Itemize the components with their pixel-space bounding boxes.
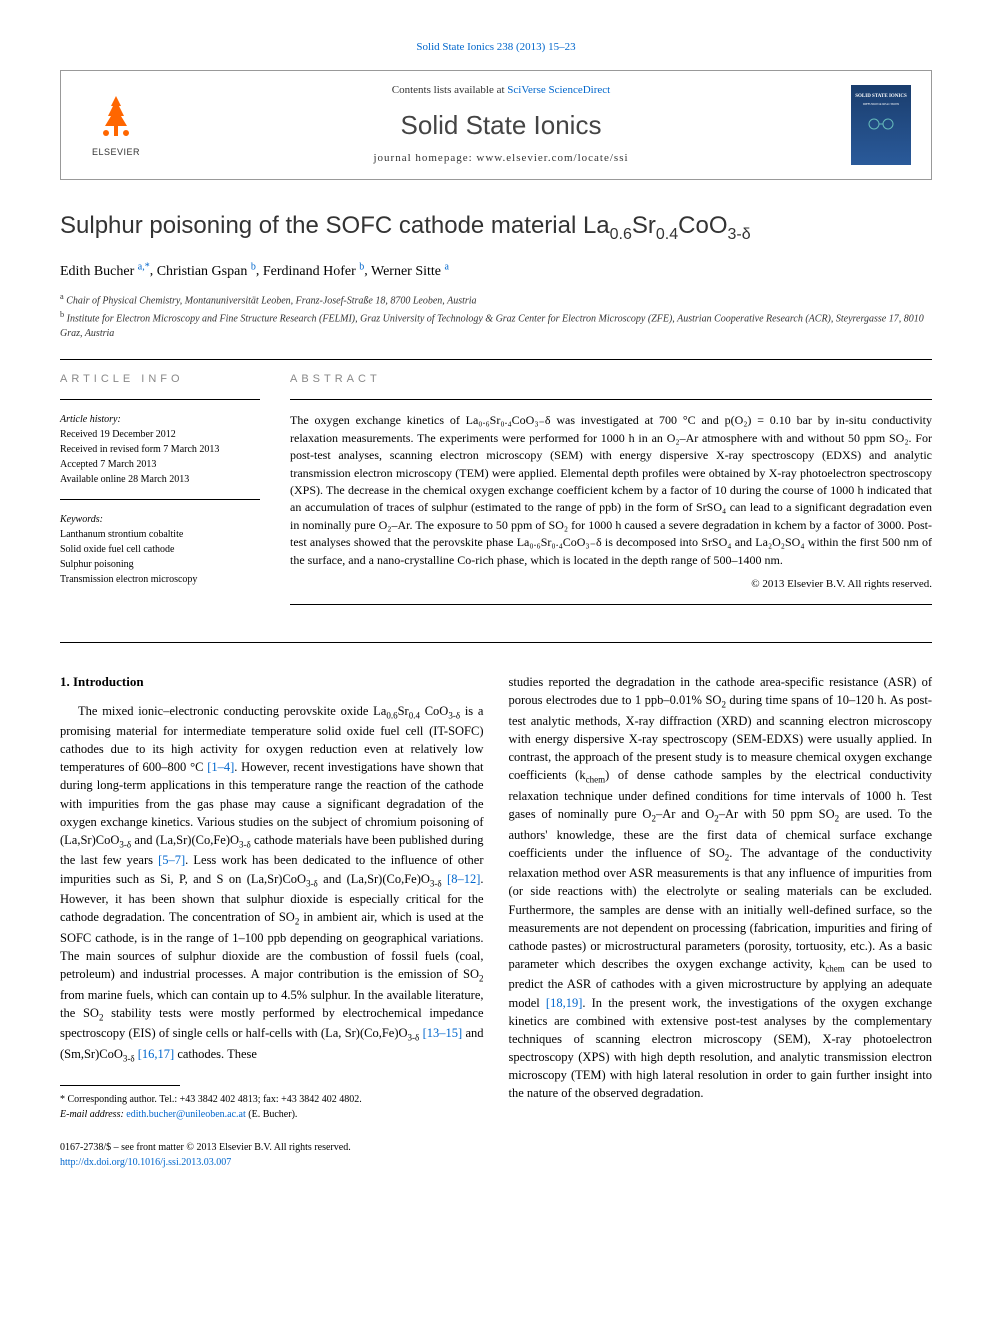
elsevier-logo[interactable]: ELSEVIER	[81, 85, 151, 165]
journal-cover-thumbnail[interactable]: SOLID STATE IONICS DIFFUSION & REACTIONS	[851, 85, 911, 165]
history-item: Accepted 7 March 2013	[60, 457, 260, 472]
info-abstract-row: ARTICLE INFO Article history: Received 1…	[60, 372, 932, 617]
email-link[interactable]: edith.bucher@unileoben.ac.at	[126, 1109, 245, 1120]
email-author: (E. Bucher).	[246, 1109, 298, 1120]
doi-link[interactable]: http://dx.doi.org/10.1016/j.ssi.2013.03.…	[60, 1157, 231, 1168]
authors-line: Edith Bucher a,*, Christian Gspan b, Fer…	[60, 260, 932, 281]
corresponding-marker[interactable]: *	[145, 261, 150, 272]
abstract-copyright: © 2013 Elsevier B.V. All rights reserved…	[290, 577, 932, 592]
header-center: Contents lists available at SciVerse Sci…	[151, 83, 851, 166]
top-citation[interactable]: Solid State Ionics 238 (2013) 15–23	[60, 40, 932, 55]
keyword: Sulphur poisoning	[60, 557, 260, 572]
journal-header: ELSEVIER Contents lists available at Sci…	[60, 70, 932, 179]
corresponding-author-note: * Corresponding author. Tel.: +43 3842 4…	[60, 1092, 484, 1107]
affiliation-item: a Chair of Physical Chemistry, Montanuni…	[60, 291, 932, 308]
divider	[60, 642, 932, 643]
journal-homepage: journal homepage: www.elsevier.com/locat…	[151, 151, 851, 166]
affiliation-marker[interactable]: a,	[138, 261, 145, 272]
author[interactable]: Edith Bucher a,*	[60, 264, 150, 279]
abstract-heading: ABSTRACT	[290, 372, 932, 387]
keyword: Lanthanum strontium cobaltite	[60, 527, 260, 542]
sciencedirect-link[interactable]: SciVerse ScienceDirect	[507, 84, 610, 96]
column-left: 1. Introduction The mixed ionic–electron…	[60, 673, 484, 1170]
article-history: Article history: Received 19 December 20…	[60, 412, 260, 487]
contents-prefix: Contents lists available at	[392, 84, 507, 96]
body-paragraph: The mixed ionic–electronic conducting pe…	[60, 702, 484, 1066]
cover-subtitle: DIFFUSION & REACTIONS	[863, 102, 899, 106]
bottom-metadata: 0167-2738/$ – see front matter © 2013 El…	[60, 1140, 484, 1170]
affiliation-marker[interactable]: b	[359, 261, 364, 272]
cover-graphic-icon	[866, 114, 896, 134]
affiliation-item: b Institute for Electron Microscopy and …	[60, 309, 932, 341]
article-info-col: ARTICLE INFO Article history: Received 1…	[60, 372, 260, 617]
history-item: Available online 28 March 2013	[60, 472, 260, 487]
author[interactable]: Ferdinand Hofer b	[263, 264, 364, 279]
affiliation-marker[interactable]: b	[251, 261, 256, 272]
abstract-col: ABSTRACT The oxygen exchange kinetics of…	[290, 372, 932, 617]
title-sub: 0.4	[656, 225, 678, 242]
title-sub: 0.6	[610, 225, 632, 242]
body-paragraph: studies reported the degradation in the …	[509, 673, 933, 1102]
divider	[60, 359, 932, 360]
article-info-heading: ARTICLE INFO	[60, 372, 260, 387]
title-text: Sr	[632, 212, 656, 239]
history-label: Article history:	[60, 412, 260, 427]
author[interactable]: Werner Sitte a	[371, 264, 449, 279]
title-text: Sulphur poisoning of the SOFC cathode ma…	[60, 212, 610, 239]
issn-line: 0167-2738/$ – see front matter © 2013 El…	[60, 1140, 484, 1155]
divider	[290, 604, 932, 605]
affiliations: a Chair of Physical Chemistry, Montanuni…	[60, 291, 932, 341]
journal-name: Solid State Ionics	[151, 107, 851, 143]
main-content: 1. Introduction The mixed ionic–electron…	[60, 673, 932, 1170]
author[interactable]: Christian Gspan b	[157, 264, 256, 279]
cover-title: SOLID STATE IONICS	[855, 93, 907, 100]
history-item: Received 19 December 2012	[60, 427, 260, 442]
email-line: E-mail address: edith.bucher@unileoben.a…	[60, 1107, 484, 1122]
footnotes: * Corresponding author. Tel.: +43 3842 4…	[60, 1092, 484, 1122]
divider	[60, 399, 260, 400]
keyword: Transmission electron microscopy	[60, 572, 260, 587]
contents-lists-line: Contents lists available at SciVerse Sci…	[151, 83, 851, 98]
column-right: studies reported the degradation in the …	[509, 673, 933, 1170]
title-text: CoO	[678, 212, 727, 239]
elsevier-label: ELSEVIER	[92, 146, 140, 159]
history-item: Received in revised form 7 March 2013	[60, 442, 260, 457]
divider	[290, 399, 932, 400]
keywords-block: Keywords: Lanthanum strontium cobaltite …	[60, 512, 260, 587]
article-title: Sulphur poisoning of the SOFC cathode ma…	[60, 210, 932, 246]
keyword: Solid oxide fuel cell cathode	[60, 542, 260, 557]
divider	[60, 499, 260, 500]
abstract-text: The oxygen exchange kinetics of La₀.₆Sr₀…	[290, 412, 932, 569]
elsevier-tree-icon	[91, 91, 141, 146]
email-label: E-mail address:	[60, 1109, 126, 1120]
affiliation-marker[interactable]: a	[445, 261, 449, 272]
introduction-heading: 1. Introduction	[60, 673, 484, 691]
title-sub: 3-δ	[728, 225, 751, 242]
keywords-label: Keywords:	[60, 512, 260, 527]
footnote-divider	[60, 1085, 180, 1086]
